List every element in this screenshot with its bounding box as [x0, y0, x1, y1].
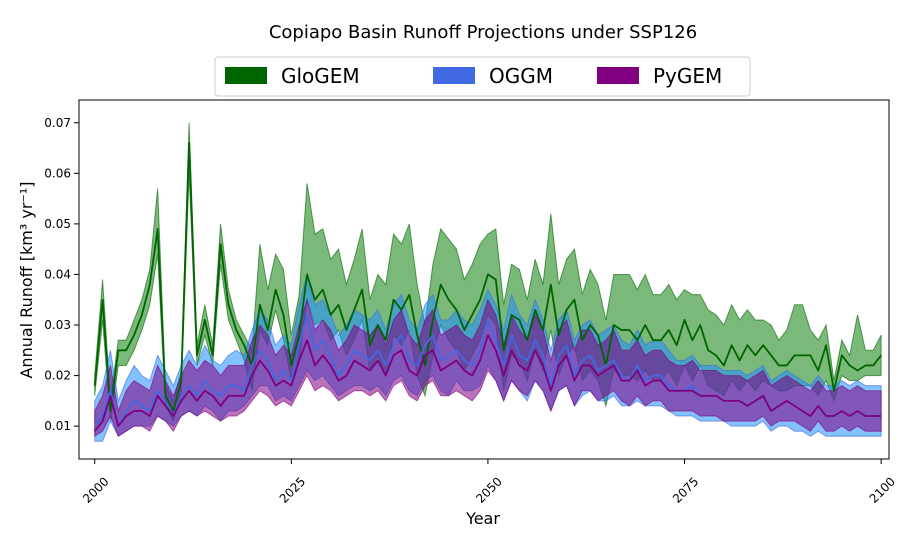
- legend-swatch-glogem: [225, 67, 267, 84]
- chart-title: Copiapo Basin Runoff Projections under S…: [269, 22, 697, 43]
- y-tick-label: 0.04: [44, 267, 71, 281]
- plot-area: [93, 122, 882, 442]
- y-tick-label: 0.01: [44, 419, 71, 433]
- legend-label-oggm: OGGM: [489, 64, 553, 88]
- y-tick-label: 0.03: [44, 318, 71, 332]
- uncertainty-bands: [94, 122, 882, 442]
- y-axis-label: Annual Runoff [km³ yr⁻¹]: [17, 181, 36, 378]
- legend-box: [214, 56, 751, 97]
- line-pygem: [94, 334, 882, 432]
- legend-label-pygem: PyGEM: [653, 64, 722, 88]
- legend-swatch-pygem: [597, 67, 639, 84]
- y-tick-label: 0.05: [44, 217, 71, 231]
- legend: GloGEM OGGM PyGEM: [214, 56, 751, 97]
- x-axis-label: Year: [465, 509, 500, 528]
- legend-label-glogem: GloGEM: [281, 64, 360, 88]
- band-pygem: [94, 297, 882, 438]
- y-tick-label: 0.02: [44, 369, 71, 383]
- y-tick-label: 0.07: [44, 116, 71, 130]
- legend-swatch-oggm: [433, 67, 475, 84]
- plot-frame: [78, 99, 890, 460]
- y-tick-label: 0.06: [44, 166, 71, 180]
- y-axis: 0.01 0.02 0.03 0.04 0.05 0.06 0.07: [44, 116, 79, 433]
- line-glogem: [93, 142, 882, 412]
- mean-lines: [93, 142, 882, 432]
